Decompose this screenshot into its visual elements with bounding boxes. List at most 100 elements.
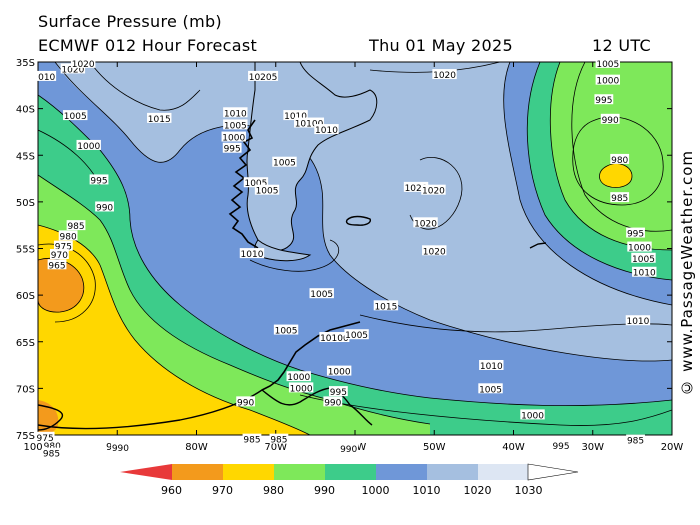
isobar-label-bg (286, 371, 311, 382)
lat-label-60S: 60S (16, 291, 35, 302)
isobar-label-bg (236, 396, 256, 407)
isobar-label-bg (222, 142, 242, 153)
isobar-label-bg (328, 386, 348, 397)
isobar-label: 970 (51, 251, 68, 261)
colorbar-label-980: 980 (263, 484, 284, 497)
isobar-label: 1020 (72, 60, 95, 70)
map-title: Surface Pressure (mb) (38, 12, 222, 31)
colorbar-segment (376, 464, 427, 480)
isobar-label-bg (49, 249, 69, 260)
colorbar-segment (325, 464, 376, 480)
isobar-label: 985 (43, 450, 60, 460)
isobar-label-bg (111, 442, 130, 453)
isobar-label-bg (595, 57, 621, 68)
south-georgia (529, 242, 547, 249)
isobar-label-bg (89, 174, 109, 185)
isobar-label-bg (551, 440, 571, 451)
isobar-label: 995 (224, 145, 241, 155)
colorbar-label-960: 960 (161, 484, 182, 497)
isobar-label-bg (520, 409, 545, 420)
isobar-label: 980 (44, 442, 61, 452)
lat-label-35S: 35S (16, 58, 35, 69)
isobar-label-bg (248, 70, 279, 81)
lon-label-30W: 30W (581, 442, 604, 453)
isobar-label: 10205 (249, 73, 278, 83)
isobar-label-bg (239, 248, 265, 259)
antarctica-coast-sw (38, 404, 64, 431)
isobar-label-bg (283, 110, 308, 121)
isobar-label-bg (242, 433, 262, 444)
isobar-label: 1000 (628, 244, 651, 254)
isobar-label: 1005 (345, 331, 368, 341)
isobar-label-bg (479, 359, 504, 370)
isobar-label-bg (294, 117, 325, 128)
isobar-label: 980 (611, 156, 628, 166)
isobar-label: 1020 (414, 219, 437, 229)
isobar-label: 995 (627, 230, 644, 240)
colorbar-label-1020: 1020 (464, 484, 492, 497)
colorbar: 960 970 980 990 1000 1010 1020 1030 (120, 463, 579, 497)
isobar-label: 1010 (241, 250, 264, 260)
isobar-label: 1015 (148, 115, 171, 125)
isobar-label: 1000 (596, 77, 619, 87)
isobar-label: 1020 (405, 184, 428, 194)
isobar-label: 990 (96, 203, 113, 213)
lat-label-75S: 75S (16, 431, 35, 442)
isobar-label: 1010 (224, 109, 247, 119)
isobar-label-bg (314, 124, 339, 135)
copyright-watermark: © www.PassageWeather.com (678, 150, 696, 397)
forecast-model: ECMWF 012 Hour Forecast (38, 36, 258, 55)
isobar-label: 10100 (320, 334, 349, 344)
isobar-label: 980 (60, 232, 77, 242)
isobar-label: 1010 (626, 317, 649, 327)
isobar-label-bg (344, 329, 369, 340)
pressure-field (38, 62, 672, 435)
colorbar-left-arrow (120, 464, 172, 480)
isobar-label: 1020 (423, 247, 446, 257)
lon-label-50W: 50W (423, 442, 446, 453)
isobar-label-bg (63, 110, 88, 121)
isobar-label-bg (309, 288, 334, 299)
isobar-label: 1005 (479, 385, 502, 395)
falkland-islands (345, 215, 372, 226)
colorbar-segments (172, 464, 529, 480)
isobar-label: 10100 (295, 120, 324, 130)
isobar-lines (38, 62, 672, 435)
lat-label-55S: 55S (16, 245, 35, 256)
isobar-label-bg (273, 324, 299, 335)
colorbar-segment (172, 464, 223, 480)
isobar-label: 1000 (222, 134, 245, 144)
isobar-label: 1005 (224, 121, 247, 131)
isobar-label-bg (42, 440, 62, 451)
isobar-label: 995 (90, 176, 107, 186)
isobar-label: 1000 (521, 411, 544, 421)
isobar-label-bg (600, 113, 620, 124)
isobar-label-bg (223, 107, 248, 118)
isobar-label: 990 (112, 444, 129, 454)
isobar-label-bg (147, 112, 172, 123)
isobar-label-bg (76, 139, 101, 150)
isobar-label: 1010 (284, 112, 307, 122)
isobar-label-bg (221, 131, 246, 142)
isobar-label: 1005 (310, 290, 333, 300)
isobar-label: 990 (324, 398, 341, 408)
isobar-label-bg (625, 315, 651, 326)
isobar-label-bg (53, 240, 73, 251)
isobar-label-bg (326, 365, 352, 376)
isobar-label-bg (432, 69, 457, 80)
isobar-label: 1005 (64, 112, 87, 122)
isobar-label: 1000 (287, 373, 310, 383)
isobar-label-bg (422, 245, 447, 256)
isobar-label: 995 (330, 388, 347, 398)
isobar-label: 1005 (596, 60, 619, 70)
antarctica-coast (38, 387, 373, 430)
colorbar-label-990: 990 (314, 484, 335, 497)
isobar-label: 1020 (433, 71, 456, 81)
isobar-label: 985 (611, 194, 628, 204)
isobar-label-bg (66, 220, 86, 231)
isobar-label-bg (70, 57, 96, 68)
isobar-label: 985 (67, 222, 84, 232)
isobar-label-bg (403, 181, 429, 192)
isobar-label: 990 (237, 398, 254, 408)
isobar-label-bg (594, 94, 614, 105)
